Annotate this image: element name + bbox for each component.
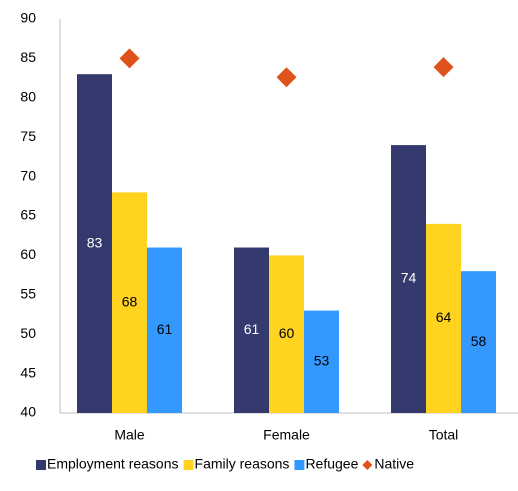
- marker: [276, 67, 297, 88]
- bar: [112, 192, 147, 413]
- legend-label: Native: [374, 456, 414, 472]
- y-tick-label: 80: [20, 89, 36, 105]
- marker: [433, 57, 454, 78]
- y-tick-label: 85: [20, 49, 36, 65]
- bar: [304, 310, 339, 413]
- y-tick-label: 55: [20, 286, 36, 302]
- legend-label: Family reasons: [195, 456, 290, 472]
- x-tick-label: Female: [263, 427, 310, 443]
- y-tick-label: 50: [20, 325, 36, 341]
- x-tick-label: Male: [114, 427, 145, 443]
- data-label: 61: [244, 321, 260, 337]
- bar: [391, 145, 426, 413]
- data-label: 83: [87, 234, 103, 250]
- data-label: 53: [314, 352, 330, 368]
- y-tick-label: 70: [20, 167, 36, 183]
- y-tick-label: 65: [20, 207, 36, 223]
- bar: [234, 247, 269, 413]
- bar: [426, 223, 461, 413]
- bar: [147, 247, 182, 413]
- legend-marker: [362, 460, 373, 470]
- legend-label: Employment reasons: [47, 456, 179, 472]
- y-tick-label: 45: [20, 364, 36, 380]
- bar: [269, 255, 304, 413]
- legend-swatch: [183, 460, 194, 470]
- data-label: 58: [471, 333, 487, 349]
- legend-swatch: [294, 460, 305, 470]
- bar: [461, 271, 496, 413]
- y-tick-label: 75: [20, 128, 36, 144]
- marker: [119, 48, 140, 69]
- y-tick-label: 60: [20, 246, 36, 262]
- legend-label: Refugee: [305, 456, 358, 472]
- data-label: 74: [401, 270, 417, 286]
- data-label: 60: [279, 325, 295, 341]
- data-label: 64: [436, 309, 452, 325]
- x-tick-label: Total: [429, 427, 459, 443]
- data-label: 68: [122, 293, 138, 309]
- data-label: 61: [157, 321, 173, 337]
- legend-swatch: [36, 460, 46, 470]
- y-tick-label: 90: [20, 10, 36, 26]
- y-tick-label: 40: [20, 404, 36, 420]
- bar: [77, 74, 112, 413]
